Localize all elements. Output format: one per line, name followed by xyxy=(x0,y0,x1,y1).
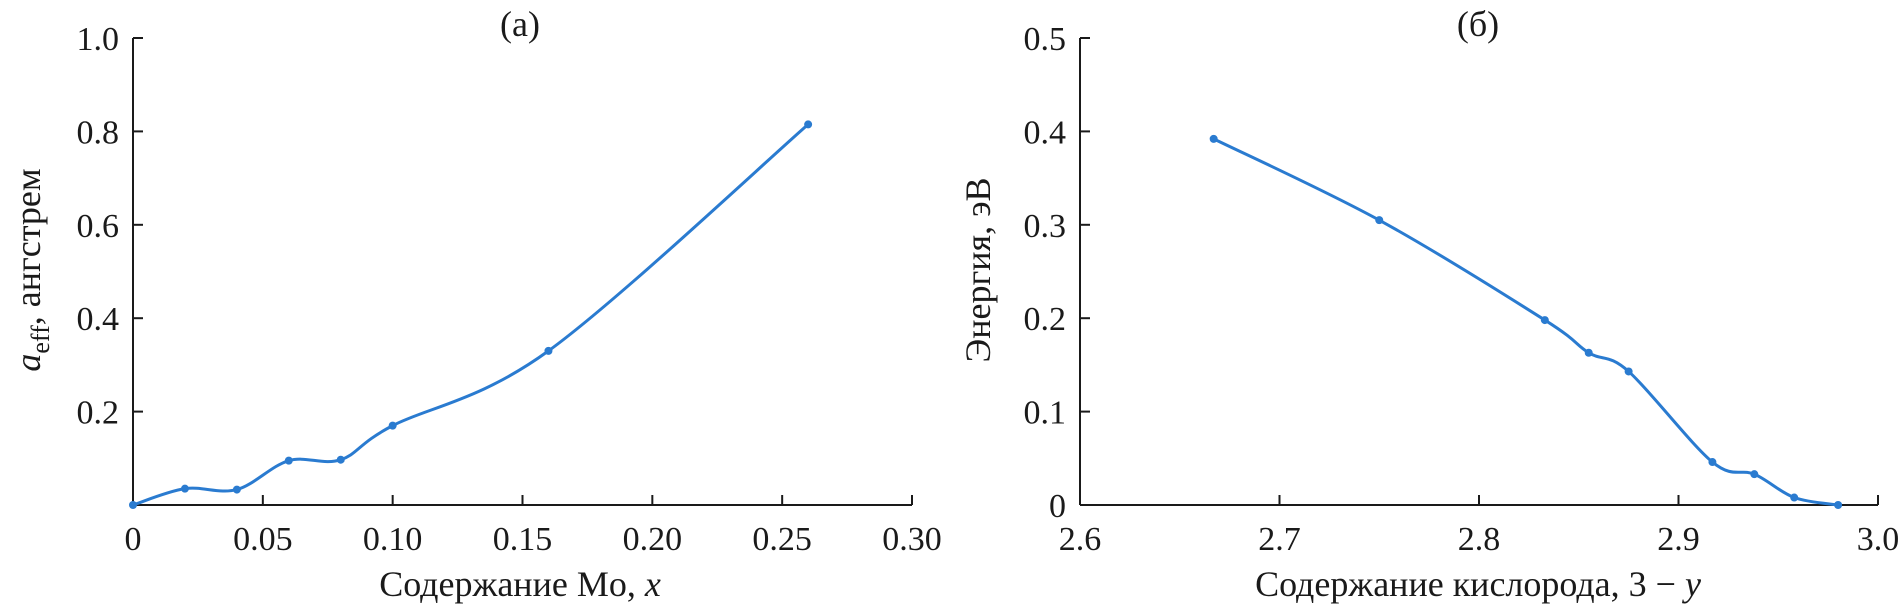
y-tick-label: 0.5 xyxy=(1024,21,1067,58)
x-axis-label-text: Содержание Mo, xyxy=(379,564,645,604)
x-axis-label: Содержание кислорода, 3 − y xyxy=(1255,564,1701,604)
y-tick-label: 0 xyxy=(1049,488,1066,525)
x-axis-label-text: Содержание кислорода, 3 − xyxy=(1255,564,1685,604)
y-tick-label: 0.4 xyxy=(1024,114,1067,151)
data-point xyxy=(1624,367,1633,376)
data-point xyxy=(129,501,137,509)
y-axis-label-variable: a xyxy=(8,354,48,372)
panel-a-chart: 0 0.05 0.10 0.15 0.20 0.25 0.30 0.2 0.4 0.6 0.8 1.0… xyxy=(8,4,942,604)
y-tick-label: 0.3 xyxy=(1024,208,1067,245)
x-tick-label: 0.30 xyxy=(882,521,942,558)
y-tick-label: 0.4 xyxy=(77,301,120,338)
x-axis-label-variable: y xyxy=(1682,564,1701,604)
data-point xyxy=(1540,316,1549,325)
data-point xyxy=(1750,470,1759,479)
series-line xyxy=(131,122,810,507)
x-tick-label: 0.15 xyxy=(493,521,553,558)
panel-b-chart: 2.6 2.7 2.8 2.9 3.0 0 0.1 0.2 0.3 0.4 0.5 (б) Содерж… xyxy=(958,4,1898,604)
x-tick-label: 2.6 xyxy=(1059,521,1102,558)
y-axis-label-text: , ангстрем xyxy=(8,168,48,325)
data-point xyxy=(336,455,345,464)
data-point xyxy=(284,456,293,465)
x-tick-label: 0.25 xyxy=(752,521,812,558)
x-tick-label: 2.9 xyxy=(1657,521,1700,558)
data-point xyxy=(232,485,241,494)
x-tick-label: 0.05 xyxy=(233,521,293,558)
panel-label: (б) xyxy=(1457,4,1499,44)
x-tick-label: 0 xyxy=(125,521,142,558)
data-point xyxy=(544,346,553,355)
data-point xyxy=(1790,493,1799,502)
x-tick-label: 0.10 xyxy=(363,521,423,558)
x-axis-label-variable: x xyxy=(644,564,661,604)
data-point xyxy=(1209,134,1218,143)
data-point xyxy=(804,120,813,129)
y-tick-label: 0.2 xyxy=(77,395,120,432)
data-point xyxy=(388,421,397,430)
y-tick-label: 0.1 xyxy=(1024,395,1067,432)
x-tick-label: 2.8 xyxy=(1458,521,1501,558)
data-point xyxy=(1708,458,1717,467)
x-tick-label: 0.20 xyxy=(623,521,683,558)
y-tick-label: 0.6 xyxy=(77,208,120,245)
y-tick-label: 0.2 xyxy=(1024,301,1067,338)
y-tick-label: 0.8 xyxy=(77,114,120,151)
x-tick-label: 3.0 xyxy=(1857,521,1898,558)
data-point xyxy=(180,484,189,493)
y-tick-label: 1.0 xyxy=(77,21,120,58)
data-point xyxy=(1834,501,1843,509)
y-axis-label: aeff, ангстрем xyxy=(8,168,55,371)
data-point xyxy=(1375,216,1384,225)
y-axis-label: Энергия, эВ xyxy=(958,177,998,362)
x-axis-label: Содержание Mo, x xyxy=(379,564,661,604)
y-axis-label-subscript: eff xyxy=(26,325,55,354)
panel-label: (а) xyxy=(500,4,540,44)
data-point xyxy=(1584,348,1593,357)
series-line xyxy=(1212,137,1840,507)
x-tick-label: 2.7 xyxy=(1258,521,1301,558)
